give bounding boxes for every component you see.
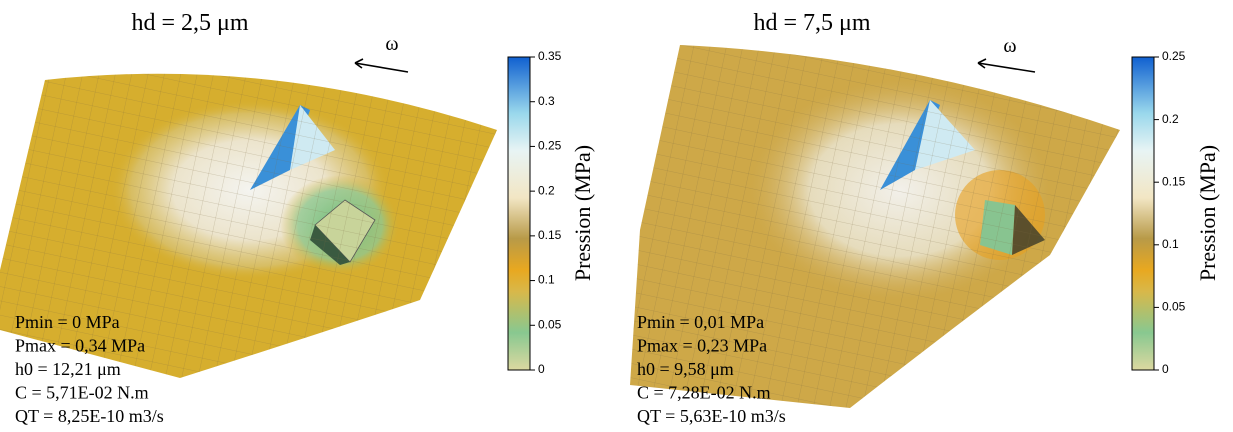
colorbar-tick-label: 0.3 [538,94,555,108]
colorbar-tick-label: 0.25 [1162,49,1186,63]
stat-line: Pmax = 0,23 MPa [637,336,767,356]
stat-line: h0 = 9,58 μm [637,359,734,379]
colorbar-tick-label: 0.25 [538,139,562,153]
colorbar-tick-label: 0.1 [1162,237,1179,251]
stat-line: Pmin = 0,01 MPa [637,312,764,332]
stat-line: Pmin = 0 MPa [15,312,120,332]
omega-label: ω [1003,35,1016,57]
colorbar [1131,56,1155,371]
colorbar-tick-label: 0.2 [538,183,555,197]
stat-line: QT = 8,25E-10 m3/s [15,406,164,426]
stat-line: C = 5,71E-02 N.m [15,383,149,403]
colorbar-tick-label: 0.15 [538,228,562,242]
colorbar-tick-label: 0.05 [1162,300,1186,314]
stat-line: Pmax = 0,34 MPa [15,336,145,356]
colorbar-label: Pression (MPa) [1195,145,1220,281]
colorbar-tick-label: 0.15 [1162,174,1186,188]
rotation-arrow [354,58,409,73]
colorbar-tick-label: 0 [538,362,545,376]
surface-left [0,73,497,378]
panel-title: hd = 7,5 μm [753,10,870,36]
colorbar-tick-label: 0.1 [538,273,555,287]
stat-line: h0 = 12,21 μm [15,359,121,379]
colorbar-tick-label: 0.2 [1162,112,1179,126]
colorbar-tick-label: 0.05 [538,317,562,331]
stat-line: C = 7,28E-02 N.m [637,383,771,403]
colorbar [507,56,531,371]
rotation-arrow [977,58,1036,73]
colorbar-label: Pression (MPa) [570,145,595,281]
stat-line: QT = 5,63E-10 m3/s [637,406,786,426]
colorbar-tick-label: 0 [1162,362,1169,376]
colorbar-tick-label: 0.35 [538,49,562,63]
omega-label: ω [385,33,398,55]
panel-title: hd = 2,5 μm [131,10,248,36]
